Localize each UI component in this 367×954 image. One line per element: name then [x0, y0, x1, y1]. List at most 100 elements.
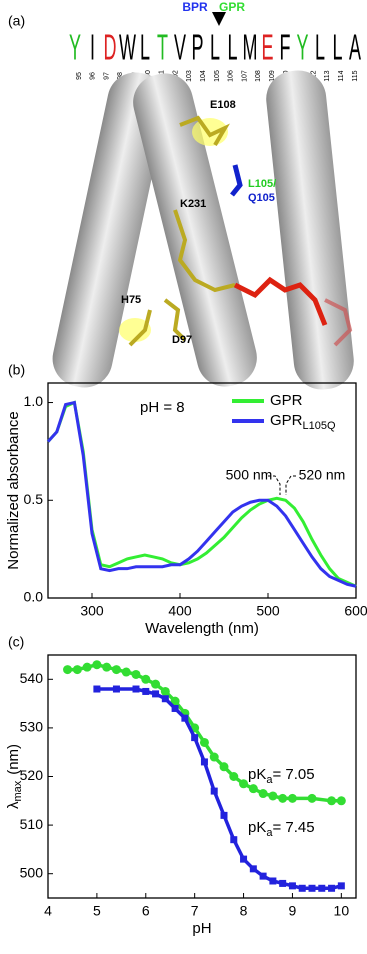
point [221, 812, 228, 819]
y-tick-label: 530 [20, 719, 44, 735]
position-label: 107 [241, 70, 248, 82]
plot-frame [48, 383, 356, 598]
point [113, 686, 120, 693]
panel-label: (c) [8, 634, 24, 650]
point [151, 680, 160, 689]
position-label: 108 [255, 70, 262, 82]
point [249, 784, 258, 793]
x-tick-label: 400 [168, 603, 192, 619]
point [309, 885, 316, 892]
logo-letter: L [140, 28, 150, 68]
logo-letter: L [332, 28, 342, 68]
point [269, 877, 276, 884]
x-tick-label: 10 [334, 903, 350, 919]
legend-name: GPR [270, 392, 303, 409]
logo-letter: W [119, 28, 136, 68]
y-tick-label: 540 [20, 670, 44, 686]
position-label: 115 [352, 70, 359, 81]
point [318, 885, 325, 892]
x-tick-label: 5 [93, 903, 101, 919]
logo-letter: A [349, 28, 361, 68]
point [141, 675, 150, 684]
point [327, 796, 336, 805]
point [122, 668, 131, 677]
point [191, 734, 198, 741]
legend-subscript: L105Q [303, 420, 336, 432]
structure-image [47, 67, 367, 392]
x-tick-label: 6 [142, 903, 150, 919]
legend-label: GPR [270, 392, 303, 409]
residue-label: L105/ [248, 178, 276, 190]
point [210, 753, 219, 762]
marker-label: BPR [182, 0, 208, 14]
x-tick-label: 9 [289, 903, 297, 919]
point [152, 690, 159, 697]
y-tick-label: 0.0 [24, 589, 44, 605]
point [279, 880, 286, 887]
line [97, 689, 341, 888]
annotation: pH = 8 [140, 399, 185, 416]
legend-name: GPR [270, 412, 303, 429]
x-tick-label: 300 [80, 603, 104, 619]
sequence-logo: YIDWLTVPLLMEFYLLA95969798991001011021031… [69, 28, 361, 82]
x-tick-label: 7 [191, 903, 199, 919]
x-tick-label: 4 [44, 903, 52, 919]
residue-label: K231 [180, 198, 206, 210]
residue-label: D97 [172, 334, 192, 346]
figure: (a) BPR GPR YIDWLTVPLLMEFYLLA95969798991… [0, 0, 367, 949]
logo-letter: D [103, 28, 116, 68]
point [83, 663, 92, 672]
point [172, 705, 179, 712]
position-label: 104 [200, 70, 207, 82]
logo-letter: L [227, 28, 237, 68]
point [201, 758, 208, 765]
logo-letter: L [210, 28, 220, 68]
annotation-rest: = 7.45 [272, 819, 314, 836]
position-label: 97 [103, 72, 110, 80]
y-tick-label: 510 [20, 816, 44, 832]
x-axis-label: pH [192, 920, 211, 937]
x-tick-label: 8 [240, 903, 248, 919]
point [240, 856, 247, 863]
point [73, 665, 82, 674]
logo-letter: F [280, 28, 291, 68]
logo-letter: M [243, 28, 258, 68]
point [337, 796, 346, 805]
point [63, 665, 72, 674]
logo-letter: I [90, 28, 95, 68]
point [133, 686, 140, 693]
position-label: 114 [338, 70, 345, 81]
x-tick-label: 600 [344, 603, 367, 619]
arrow [212, 12, 226, 26]
point [220, 762, 229, 771]
residue-label: E108 [210, 99, 236, 111]
point [260, 873, 267, 880]
point [211, 788, 218, 795]
logo-letter: L [315, 28, 325, 68]
point [278, 794, 287, 803]
panel-label: (b) [8, 362, 25, 378]
point [250, 865, 257, 872]
point [142, 688, 149, 695]
y-tick-label: 1.0 [24, 393, 44, 409]
position-label: 105 [214, 70, 221, 82]
point [112, 665, 121, 674]
y-axis-label: Normalized absorbance [5, 411, 22, 569]
point [200, 738, 209, 747]
position-label: 106 [228, 70, 235, 82]
logo-letter: Y [69, 28, 81, 68]
point [328, 885, 335, 892]
point [308, 794, 317, 803]
annotation-main: pK [248, 819, 266, 836]
legend-label: GPRL105Q [270, 412, 336, 432]
point [259, 789, 268, 798]
y-tick-label: 500 [20, 864, 44, 880]
x-tick-label: 500 [256, 603, 280, 619]
annotation: 520 nm [299, 467, 346, 483]
annotation-main: pK [248, 766, 266, 783]
point [288, 794, 297, 803]
position-label: 103 [186, 70, 193, 82]
point [299, 885, 306, 892]
annotation: pKa= 7.05 [248, 766, 315, 786]
point [162, 695, 169, 702]
